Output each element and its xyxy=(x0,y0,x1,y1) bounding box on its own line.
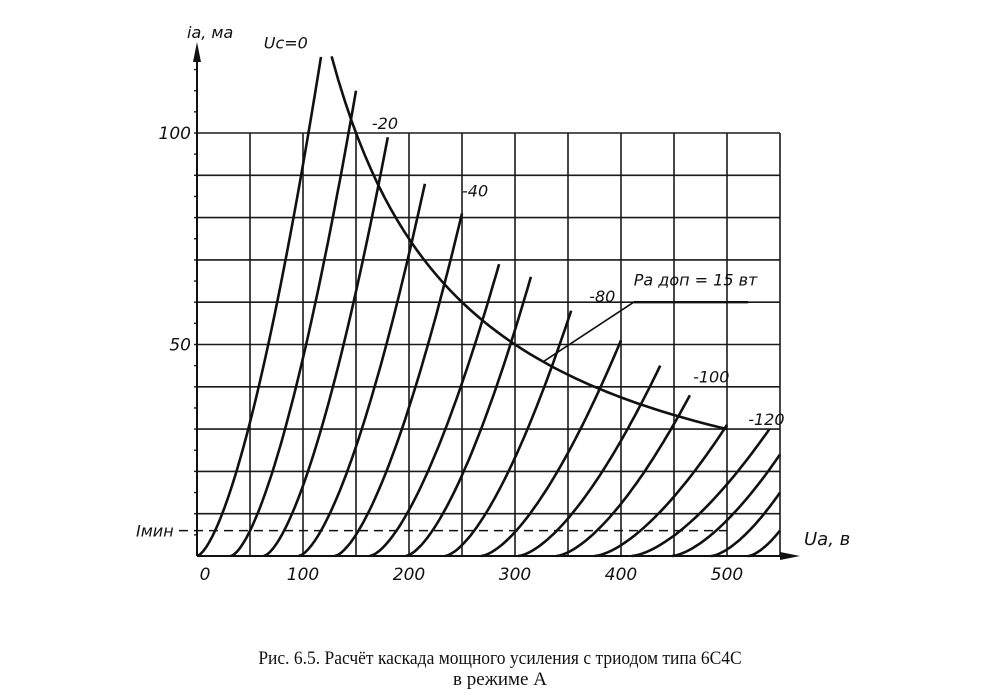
plate-curve xyxy=(631,428,771,558)
curve-annotation: Pа доп = 15 вт xyxy=(634,270,758,289)
plate-curve xyxy=(230,90,358,558)
chart-labels: 0 100 200 300 400 500 50 100 iа, ма Uа, в Iмин Uс=0… xyxy=(136,23,850,585)
y-tick-label: 100 xyxy=(159,124,191,144)
x-tick-label: 300 xyxy=(499,565,531,585)
curve-annotation: -80 xyxy=(589,287,615,306)
caption-line-2: в режиме А xyxy=(453,669,547,690)
plate-curve xyxy=(556,394,692,558)
x-axis-arrow-icon xyxy=(780,552,800,560)
x-tick-label: 100 xyxy=(287,565,319,585)
y-axis-arrow-icon xyxy=(193,42,201,62)
y-tick-label: 50 xyxy=(169,336,191,356)
power-limit-hyperbola xyxy=(330,56,749,431)
curve-annotation: -100 xyxy=(693,368,729,387)
anode-characteristics-chart: 0 100 200 300 400 500 50 100 iа, ма Uа, в Iмин Uс=0… xyxy=(136,23,850,585)
axes xyxy=(193,42,800,560)
plate-curve xyxy=(263,136,390,558)
curve-annotation: Uс=0 xyxy=(264,33,308,52)
plate-curve xyxy=(671,453,782,558)
x-tick-label: 0 xyxy=(200,565,211,585)
plate-curve xyxy=(196,56,323,558)
curve-annotation: -120 xyxy=(748,410,784,429)
caption-line-1: Рис. 6.5. Расчёт каскада мощного усилени… xyxy=(258,648,742,669)
plate-curve xyxy=(298,183,427,558)
i-min-label: Iмин xyxy=(136,522,174,541)
plate-curves xyxy=(196,56,782,558)
plate-curve xyxy=(334,213,464,558)
curve-annotation: -40 xyxy=(462,181,488,200)
x-tick-label: 200 xyxy=(393,565,425,585)
y-axis-label: iа, ма xyxy=(187,23,233,42)
curve-annotation: -20 xyxy=(372,114,398,133)
plate-curve xyxy=(480,339,623,558)
power-label-leader xyxy=(543,301,635,363)
x-axis-label: Uа, в xyxy=(804,529,850,550)
x-tick-label: 400 xyxy=(605,565,637,585)
x-tick-label: 500 xyxy=(711,565,743,585)
plate-curve xyxy=(710,491,782,558)
plate-curve xyxy=(594,424,729,558)
plate-curve xyxy=(748,529,782,558)
plate-curve xyxy=(444,310,573,558)
plate-curve xyxy=(517,365,662,558)
power-limit-curve xyxy=(330,56,728,431)
plate-curve xyxy=(369,263,501,558)
plate-curve xyxy=(405,276,533,558)
